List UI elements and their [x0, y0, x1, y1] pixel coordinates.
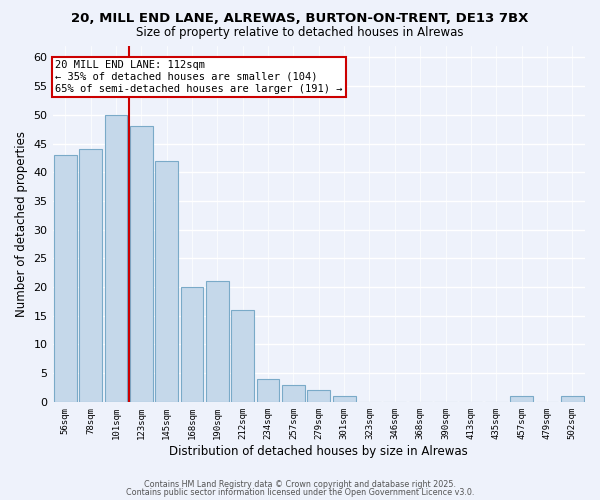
Text: 20 MILL END LANE: 112sqm
← 35% of detached houses are smaller (104)
65% of semi-: 20 MILL END LANE: 112sqm ← 35% of detach…: [55, 60, 343, 94]
Bar: [155, 161, 178, 402]
Text: Contains public sector information licensed under the Open Government Licence v3: Contains public sector information licen…: [126, 488, 474, 497]
Bar: [206, 282, 229, 402]
Bar: [510, 396, 533, 402]
Bar: [104, 115, 127, 402]
Bar: [54, 155, 77, 402]
Bar: [561, 396, 584, 402]
Bar: [307, 390, 330, 402]
Bar: [130, 126, 152, 402]
Bar: [79, 150, 102, 402]
Bar: [181, 287, 203, 402]
Y-axis label: Number of detached properties: Number of detached properties: [15, 131, 28, 317]
Bar: [333, 396, 356, 402]
Text: Contains HM Land Registry data © Crown copyright and database right 2025.: Contains HM Land Registry data © Crown c…: [144, 480, 456, 489]
Text: Size of property relative to detached houses in Alrewas: Size of property relative to detached ho…: [136, 26, 464, 39]
Bar: [282, 384, 305, 402]
X-axis label: Distribution of detached houses by size in Alrewas: Distribution of detached houses by size …: [169, 444, 468, 458]
Text: 20, MILL END LANE, ALREWAS, BURTON-ON-TRENT, DE13 7BX: 20, MILL END LANE, ALREWAS, BURTON-ON-TR…: [71, 12, 529, 26]
Bar: [231, 310, 254, 402]
Bar: [257, 379, 280, 402]
